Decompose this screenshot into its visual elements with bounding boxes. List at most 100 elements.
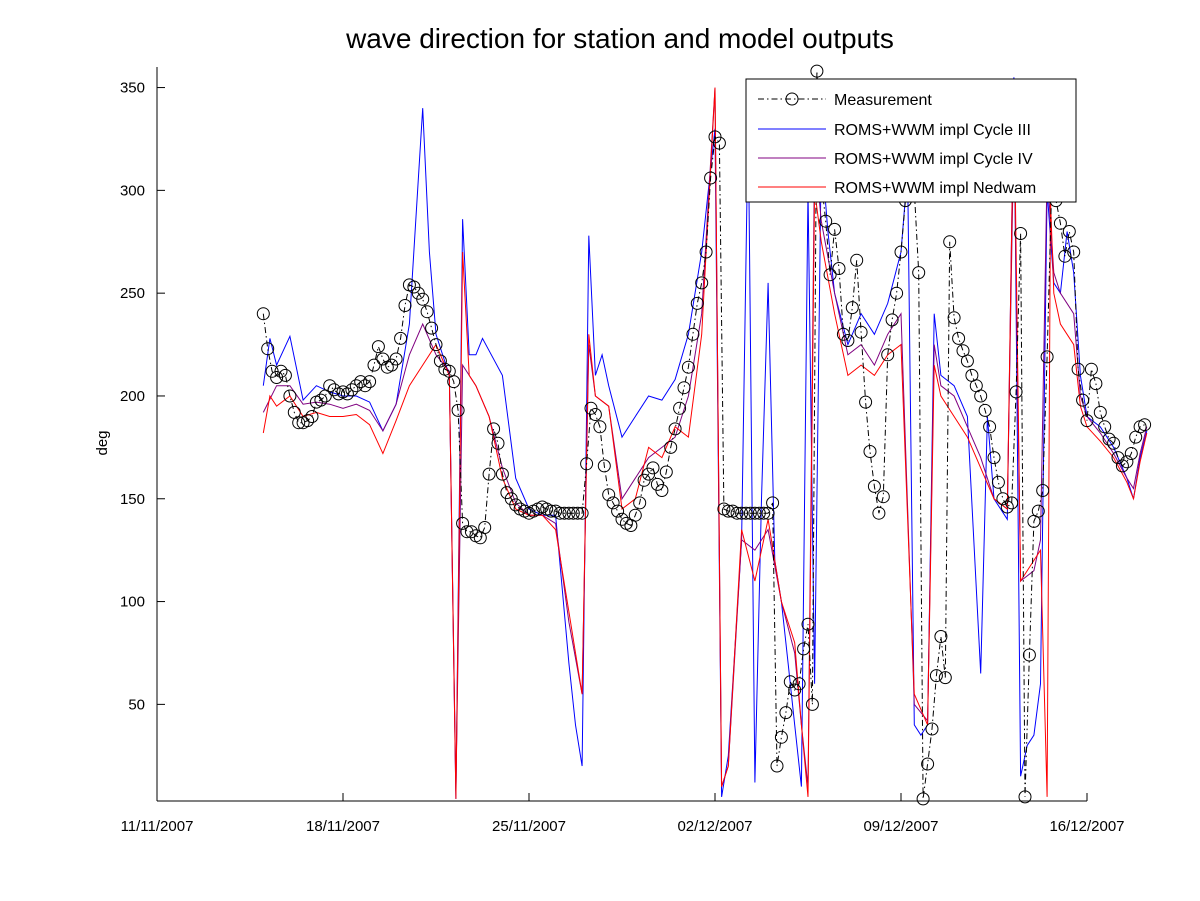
measurement-point: [867, 479, 881, 493]
x-tick-label: 09/12/2007: [863, 818, 938, 835]
measurement-point: [460, 525, 474, 539]
series-line-roms-wwm-impl-cycle-iv: [262, 87, 1148, 791]
x-tick-label: 16/12/2007: [1049, 818, 1124, 835]
x-tick-label: 11/11/2007: [121, 818, 194, 835]
measurement-point: [580, 457, 594, 471]
measurement-point: [721, 504, 735, 518]
chart-title: wave direction for station and model out…: [345, 23, 894, 54]
measurement-point: [1098, 420, 1112, 434]
measurement-point: [987, 451, 1001, 465]
measurement-point: [1009, 385, 1023, 399]
measurement-point: [1053, 216, 1067, 230]
measurement-point: [1005, 496, 1019, 510]
measurement-point: [464, 525, 478, 539]
measurement-point: [340, 387, 354, 401]
measurement-point: [447, 375, 461, 389]
measurement-point: [757, 506, 771, 520]
measurement-point: [1000, 500, 1014, 514]
measurement-point: [1120, 455, 1134, 469]
measurement-point: [602, 488, 616, 502]
measurement-point: [978, 403, 992, 417]
x-tick-label: 02/12/2007: [677, 818, 752, 835]
measurement-point: [566, 506, 580, 520]
measurement-point: [659, 465, 673, 479]
measurement-point: [451, 403, 465, 417]
measurement-point: [544, 504, 558, 518]
measurement-point: [664, 440, 678, 454]
series-line-roms-wwm-impl-nedwam: [262, 87, 1148, 799]
measurement-point: [805, 697, 819, 711]
measurement-point: [292, 416, 306, 430]
measurement-point: [921, 757, 935, 771]
y-tick-label: 100: [120, 594, 145, 611]
measurement-point: [943, 235, 957, 249]
measurement-point: [952, 331, 966, 345]
legend-label-nedwam: ROMS+WWM impl Nedwam: [834, 180, 1036, 197]
measurement-point: [695, 276, 709, 290]
legend-label-cycle-iii: ROMS+WWM impl Cycle III: [834, 122, 1031, 139]
measurement-point: [929, 669, 943, 683]
measurement-point: [912, 266, 926, 280]
measurement-point: [779, 706, 793, 720]
measurement-point: [611, 504, 625, 518]
measurement-point: [1138, 418, 1152, 432]
measurement-point: [367, 358, 381, 372]
x-tick-label: 18/11/2007: [306, 818, 380, 835]
measurement-point: [283, 389, 297, 403]
measurement-point: [509, 498, 523, 512]
measurement-point: [1089, 377, 1103, 391]
measurement-point: [371, 340, 385, 354]
measurement-point: [823, 268, 837, 282]
measurement-point: [792, 677, 806, 691]
measurement-point: [881, 348, 895, 362]
measurement-point: [748, 506, 762, 520]
measurement-point: [1084, 362, 1098, 376]
measurement-point: [593, 420, 607, 434]
measurement-point: [557, 506, 571, 520]
measurement-point: [345, 383, 359, 397]
measurement-point: [801, 617, 815, 631]
measurement-point: [1115, 459, 1129, 473]
measurement-point: [1058, 249, 1072, 263]
series-layer: [256, 64, 1152, 806]
measurement-point: [495, 467, 509, 481]
measurement-point: [690, 296, 704, 310]
y-tick-label: 300: [120, 182, 145, 199]
measurement-point: [389, 352, 403, 366]
measurement-point: [704, 171, 718, 185]
measurement-point: [991, 475, 1005, 489]
series-line-measurement: [262, 71, 1145, 799]
legend-label-cycle-iv: ROMS+WWM impl Cycle IV: [834, 151, 1033, 168]
measurement-point: [305, 410, 319, 423]
measurement-point: [872, 506, 886, 520]
measurement-point: [433, 354, 447, 368]
measurement-point: [916, 792, 930, 806]
measurement-point: [429, 338, 443, 352]
measurement-point: [1080, 414, 1094, 428]
measurement-point: [615, 512, 629, 526]
measurement-point: [783, 675, 797, 689]
measurement-point: [828, 222, 842, 236]
measurement-point: [1071, 362, 1085, 376]
measurement-point: [774, 730, 788, 744]
measurement-point: [1067, 245, 1081, 259]
measurement-point: [925, 722, 939, 736]
measurement-point: [1102, 432, 1116, 446]
measurement-point: [482, 467, 496, 481]
measurement-point: [730, 506, 744, 520]
measurement-point: [712, 136, 726, 150]
measurement-point: [735, 506, 749, 520]
measurement-point: [885, 313, 899, 327]
measurement-point: [478, 521, 492, 534]
measurement-point: [1014, 227, 1028, 240]
measurement-point: [743, 506, 757, 520]
measurement-point: [677, 381, 691, 395]
measurement-point: [1062, 225, 1076, 238]
measurement-point: [597, 459, 611, 473]
measurement-point: [394, 331, 408, 345]
measurement-point: [894, 245, 908, 259]
measurement-point: [363, 375, 377, 389]
measurement-point: [876, 490, 890, 504]
measurement-point: [327, 383, 341, 397]
legend: Measurement ROMS+WWM impl Cycle III ROMS…: [745, 78, 1077, 203]
